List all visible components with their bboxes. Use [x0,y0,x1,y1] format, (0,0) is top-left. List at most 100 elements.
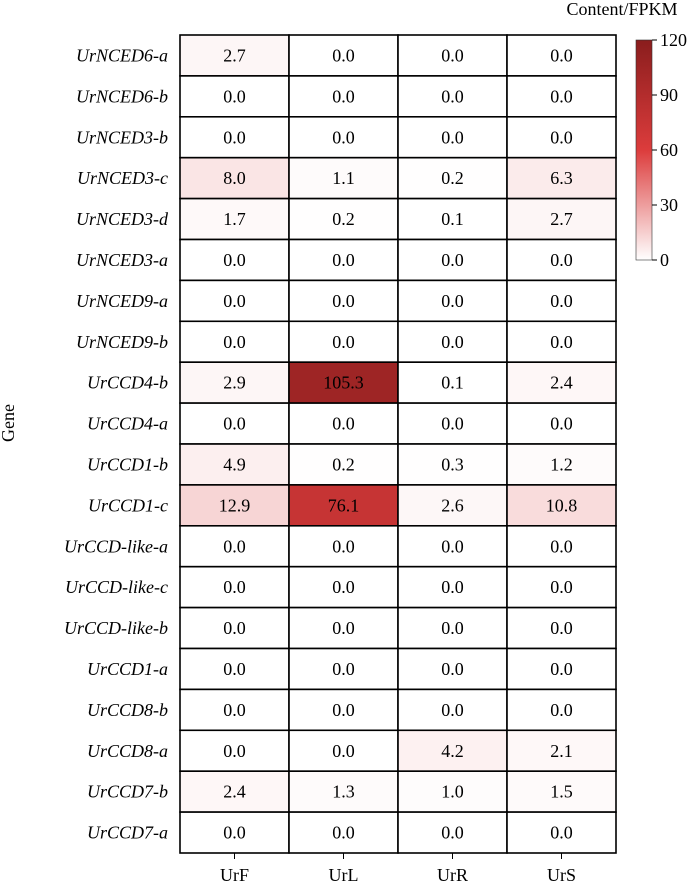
cell-value-label: 2.4 [223,782,246,802]
heatmap-cell [179,320,290,363]
colorbar-tick-label: 90 [660,85,678,105]
cell-value-label: 0.0 [332,536,355,556]
heatmap-cell [179,238,290,282]
heatmap-cell [288,811,399,854]
cell-value-label: 0.0 [441,45,464,65]
heatmap-cell [506,729,617,772]
heatmap-cell [506,361,617,404]
cell-value-label: 4.9 [223,454,246,474]
cell-value-label: 0.0 [550,414,573,434]
heatmap-grid: 2.7 0.0 0.0 0.0 0.0 0.0 0.0 0.0 0.0 0.0 0.0 0.0 8.0 1… [179,34,617,854]
cell-value-label: 2.7 [223,45,246,65]
cell-value-label: 0.0 [550,823,573,843]
sample-labels: UrF UrL UrR UrS [220,853,576,885]
cell-value-label: 0.0 [332,127,355,147]
cell-value-label: 0.0 [441,700,464,720]
gene-label: UrCCD1-a [87,659,168,679]
colorbar-gradient [635,39,653,261]
heatmap-cell [288,729,399,772]
cell-value-label: 0.0 [223,86,246,106]
cell-value-label: 0.0 [223,127,246,147]
colorbar-tick-label: 30 [660,195,678,215]
heatmap-cell [397,606,508,650]
heatmap-cell [179,402,290,445]
cell-value-label: 0.0 [223,823,246,843]
cell-value-label: 76.1 [328,495,360,515]
y-axis-label: Gene [0,404,18,442]
cell-value-label: 1.2 [550,454,573,474]
cell-value-label: 0.0 [223,414,246,434]
heatmap-cell [288,484,399,527]
heatmap-cell [288,443,399,486]
cell-value-label: 0.1 [441,209,464,229]
heatmap-cell [179,770,290,813]
heatmap-cell [397,811,508,854]
gene-label: UrCCD1-b [87,454,168,474]
heatmap-cell [506,34,617,77]
gene-label: UrNCED6-b [76,86,168,106]
gene-label: UrNCED9-a [76,291,168,311]
cell-value-label: 0.0 [223,577,246,597]
cell-value-label: 2.4 [550,373,573,393]
cell-value-label: 0.0 [332,414,355,434]
heatmap-cell [397,320,508,363]
heatmap-cell [506,75,617,118]
heatmap-cell [397,238,508,282]
heatmap-cell [506,484,617,527]
heatmap-cell [506,524,617,568]
gene-label: UrCCD8-a [87,741,168,761]
heatmap-cell [288,197,399,241]
cell-value-label: 0.0 [550,86,573,106]
heatmap-cell [397,524,508,568]
gene-label: UrNCED3-a [76,250,168,270]
cell-value-label: 0.0 [223,291,246,311]
heatmap-cell [397,688,508,732]
cell-value-label: 105.3 [323,373,364,393]
cell-value-label: 2.1 [550,741,573,761]
heatmap-cell [179,484,290,527]
cell-value-label: 1.1 [332,168,355,188]
cell-value-label: 0.0 [441,823,464,843]
cell-value-label: 0.0 [332,823,355,843]
cell-value-label: 0.0 [441,618,464,638]
cell-value-label: 0.0 [223,618,246,638]
cell-value-label: 0.0 [550,659,573,679]
gene-label: UrCCD-like-c [65,577,168,597]
gene-label: UrNCED9-b [76,332,168,352]
heatmap-cell [506,443,617,486]
gene-label: UrCCD-like-b [64,618,168,638]
cell-value-label: 10.8 [546,495,578,515]
cell-value-label: 0.0 [550,45,573,65]
heatmap-cell [506,565,617,609]
cell-value-label: 2.7 [550,209,573,229]
cell-value-label: 0.3 [441,454,464,474]
cell-value-label: 0.0 [441,332,464,352]
heatmap-cell [179,729,290,772]
heatmap-cell [397,565,508,609]
gene-label: UrNCED3-d [76,209,169,229]
sample-label: UrS [547,865,576,885]
heatmap-cell [288,75,399,118]
cell-value-label: 0.0 [441,414,464,434]
gene-label: UrNCED3-b [76,127,168,147]
heatmap-cell [179,565,290,609]
gene-label: UrCCD7-a [87,823,168,843]
gene-label: UrCCD4-b [87,373,168,393]
heatmap-cell [288,156,399,200]
gene-label: UrCCD-like-a [64,536,168,556]
cell-value-label: 6.3 [550,168,573,188]
heatmap-cell [288,770,399,813]
colorbar-tick-label: 120 [660,30,687,50]
heatmap-cell [179,34,290,77]
sample-label: UrL [329,865,359,885]
gene-label: UrCCD8-b [87,700,168,720]
heatmap-cell [288,34,399,77]
cell-value-label: 0.0 [223,250,246,270]
cell-value-label: 0.0 [550,291,573,311]
cell-value-label: 0.1 [441,373,464,393]
cell-value-label: 0.0 [441,86,464,106]
heatmap-cell [506,811,617,854]
cell-value-label: 0.0 [550,618,573,638]
heatmap-cell [506,770,617,813]
cell-value-label: 0.0 [441,659,464,679]
